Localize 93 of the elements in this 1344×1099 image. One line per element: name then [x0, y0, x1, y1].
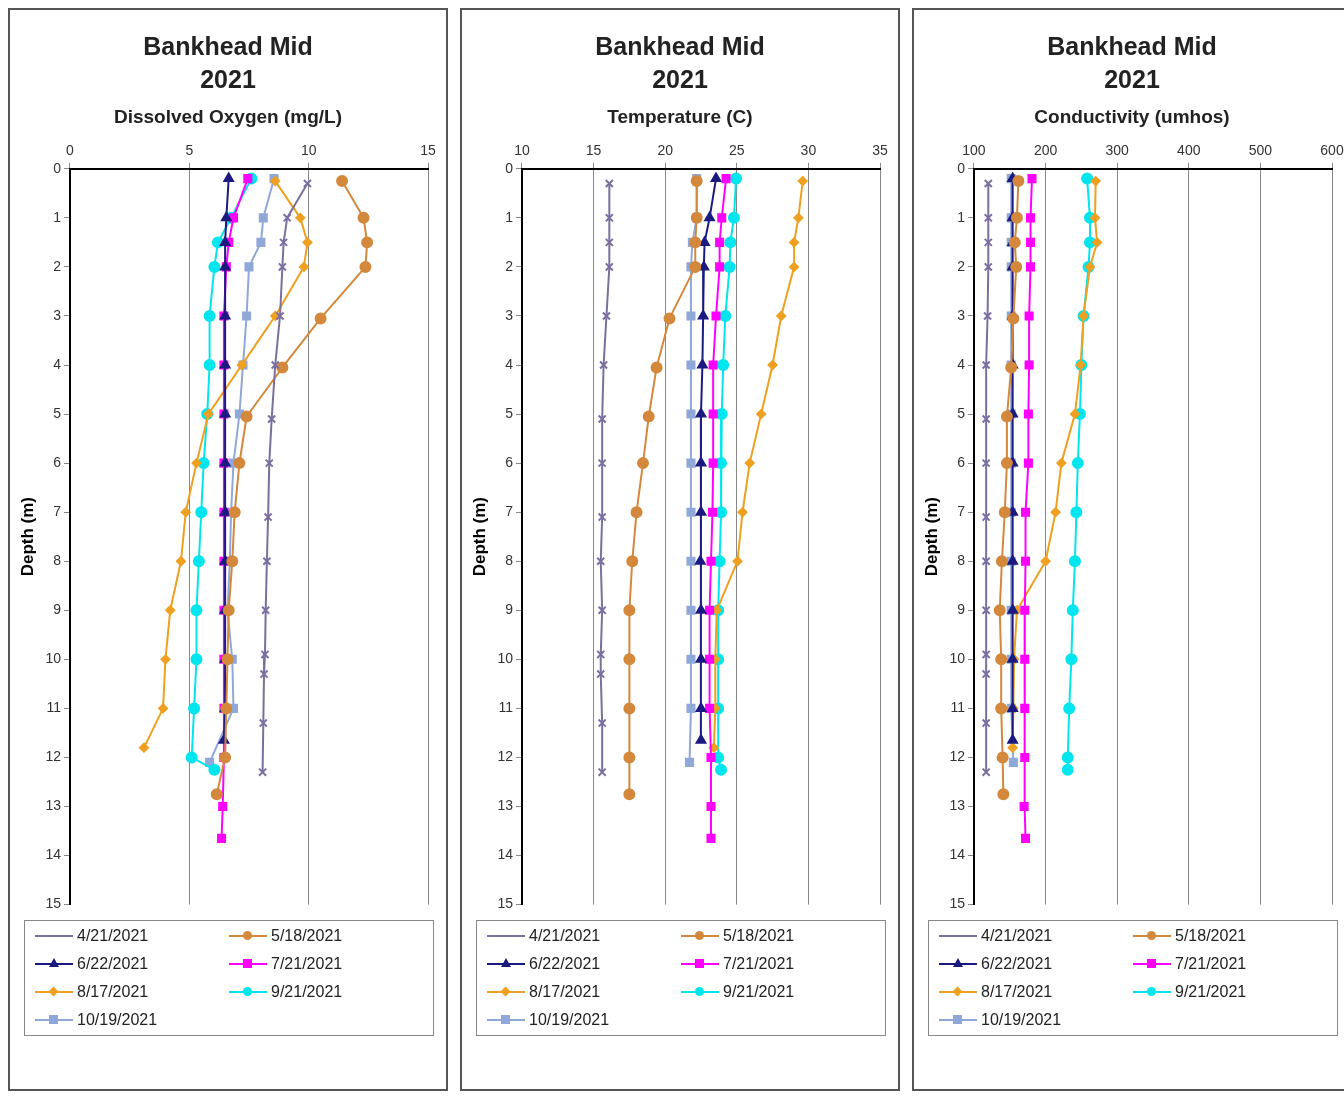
- legend-label: 4/21/2021: [529, 927, 601, 945]
- legend-label: 9/21/2021: [271, 983, 343, 1001]
- y-tick-label: 1: [505, 208, 514, 225]
- y-axis-title: Depth (m): [17, 497, 37, 577]
- legend-label: 10/19/2021: [981, 1011, 1062, 1029]
- y-tick-label: 7: [505, 503, 514, 520]
- x-tick-label: 5: [185, 142, 194, 159]
- y-tick-label: 14: [949, 846, 966, 863]
- legend-label: 6/22/2021: [77, 955, 149, 973]
- y-tick-label: 8: [505, 552, 514, 569]
- y-tick-label: 14: [45, 846, 62, 863]
- x-tick-label: 100: [962, 142, 986, 159]
- legend-label: 6/22/2021: [529, 955, 601, 973]
- y-tick-label: 13: [497, 797, 514, 814]
- legend-label: 10/19/2021: [77, 1011, 158, 1029]
- y-tick-label: 11: [498, 699, 514, 716]
- y-tick-label: 2: [505, 257, 514, 274]
- x-tick-label: 15: [585, 142, 602, 159]
- y-tick-label: 6: [957, 453, 966, 470]
- y-tick-label: 9: [505, 601, 514, 618]
- chart-subtitle: Conductivity (umhos): [1033, 106, 1231, 128]
- y-tick-label: 4: [957, 355, 966, 372]
- x-tick-label: 20: [657, 142, 674, 159]
- legend-label: 6/22/2021: [981, 955, 1053, 973]
- y-tick-label: 5: [505, 404, 514, 421]
- chart-subtitle: Temperature (C): [606, 106, 754, 128]
- y-tick-label: 5: [53, 404, 62, 421]
- legend-label: 9/21/2021: [1175, 983, 1247, 1001]
- y-tick-label: 8: [53, 552, 62, 569]
- y-tick-label: 0: [505, 159, 514, 176]
- legend-label: 8/17/2021: [77, 983, 149, 1001]
- x-tick-label: 300: [1105, 142, 1130, 159]
- x-tick-label: 0: [66, 142, 75, 159]
- y-tick-label: 12: [45, 748, 62, 765]
- y-tick-label: 6: [505, 453, 514, 470]
- legend-label: 7/21/2021: [271, 955, 343, 973]
- chart-subtitle: Dissolved Oxygen (mg/L): [112, 106, 343, 128]
- y-tick-label: 11: [950, 699, 966, 716]
- y-axis-title: Depth (m): [469, 497, 489, 577]
- y-tick-label: 13: [45, 797, 62, 814]
- x-tick-label: 500: [1248, 142, 1273, 159]
- y-tick-label: 3: [505, 306, 514, 323]
- x-tick-label: 10: [300, 142, 317, 159]
- y-tick-label: 9: [957, 601, 966, 618]
- y-tick-label: 10: [497, 650, 514, 667]
- legend-label: 5/18/2021: [271, 927, 343, 945]
- y-tick-label: 8: [957, 552, 966, 569]
- y-tick-label: 13: [949, 797, 966, 814]
- y-tick-label: 15: [497, 895, 514, 912]
- y-tick-label: 6: [53, 453, 62, 470]
- legend-label: 5/18/2021: [723, 927, 795, 945]
- y-tick-label: 3: [53, 306, 62, 323]
- legend-label: 4/21/2021: [981, 927, 1053, 945]
- y-tick-label: 0: [957, 159, 966, 176]
- y-tick-label: 4: [53, 355, 62, 372]
- x-tick-label: 400: [1177, 142, 1201, 159]
- y-tick-label: 5: [957, 404, 966, 421]
- x-tick-label: 30: [800, 142, 817, 159]
- y-tick-label: 0: [53, 159, 62, 176]
- y-tick-label: 9: [53, 601, 62, 618]
- legend-label: 10/19/2021: [529, 1011, 610, 1029]
- y-tick-label: 15: [949, 895, 966, 912]
- y-tick-label: 3: [957, 306, 966, 323]
- y-tick-label: 15: [45, 895, 62, 912]
- y-tick-label: 7: [957, 503, 966, 520]
- legend-label: 8/17/2021: [529, 983, 601, 1001]
- chart-title: Bankhead Mid 2021: [142, 31, 314, 95]
- y-tick-label: 4: [505, 355, 514, 372]
- y-tick-label: 11: [46, 699, 62, 716]
- x-tick-label: 15: [420, 142, 436, 159]
- y-tick-label: 2: [53, 257, 62, 274]
- y-tick-label: 2: [957, 257, 966, 274]
- legend-label: 4/21/2021: [77, 927, 149, 945]
- y-tick-label: 7: [53, 503, 62, 520]
- y-axis-title: Depth (m): [921, 497, 941, 577]
- legend-label: 5/18/2021: [1175, 927, 1247, 945]
- chart-title: Bankhead Mid 2021: [1046, 31, 1218, 95]
- x-tick-label: 600: [1320, 142, 1344, 159]
- y-tick-label: 1: [957, 208, 966, 225]
- y-tick-label: 12: [949, 748, 966, 765]
- x-tick-label: 25: [729, 142, 745, 159]
- legend-label: 9/21/2021: [723, 983, 795, 1001]
- x-tick-label: 200: [1033, 142, 1058, 159]
- legend-label: 7/21/2021: [1175, 955, 1247, 973]
- y-tick-label: 10: [45, 650, 62, 667]
- y-tick-label: 14: [497, 846, 514, 863]
- chart-title: Bankhead Mid 2021: [594, 31, 766, 95]
- y-tick-label: 10: [949, 650, 966, 667]
- legend-label: 8/17/2021: [981, 983, 1053, 1001]
- x-tick-label: 35: [872, 142, 888, 159]
- y-tick-label: 12: [497, 748, 514, 765]
- legend-label: 7/21/2021: [723, 955, 795, 973]
- y-tick-label: 1: [53, 208, 62, 225]
